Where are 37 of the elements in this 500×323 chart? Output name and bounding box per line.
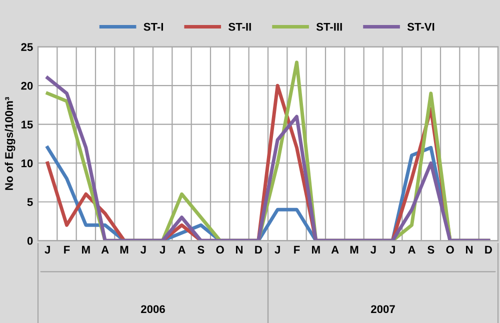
legend-label: ST-I: [144, 22, 163, 31]
x-tick-label: F: [294, 246, 300, 254]
x-tick-label: O: [446, 246, 454, 254]
x-tick-label: A: [101, 246, 109, 254]
x-tick-label: M: [120, 246, 128, 254]
x-tick-label: J: [160, 246, 165, 254]
legend-label: ST-III: [316, 22, 342, 31]
y-tick-label: 5: [27, 198, 33, 206]
y-tick-label: 0: [27, 236, 33, 245]
x-tick-label: J: [140, 246, 146, 254]
y-axis-title: No of Eggs/100m³: [4, 97, 16, 190]
x-tick-label: S: [428, 246, 434, 254]
x-tick-label: M: [82, 246, 90, 254]
x-tick-label: N: [466, 246, 473, 254]
y-tick-label: 15: [21, 120, 33, 128]
x-tick-label: A: [331, 246, 339, 254]
x-tick-label: A: [178, 246, 186, 254]
legend-label: ST-VI: [407, 22, 434, 31]
x-tick-label: F: [64, 246, 70, 254]
x-tick-label: J: [44, 246, 50, 254]
x-tick-label: J: [370, 246, 376, 254]
text: 2007: [371, 305, 395, 314]
x-tick-label: J: [274, 246, 280, 254]
x-tick-label: M: [312, 246, 320, 254]
x-tick-label: S: [198, 246, 204, 254]
x-tick-label: D: [255, 246, 262, 254]
legend-label: ST-II: [228, 22, 251, 31]
y-tick-label: 10: [21, 159, 33, 168]
y-tick-label: 25: [21, 43, 33, 51]
x-tick-label: O: [216, 246, 224, 254]
x-tick-label: J: [390, 246, 395, 254]
x-tick-label: D: [485, 246, 492, 254]
text: 2006: [141, 305, 165, 314]
x-tick-label: M: [350, 246, 358, 254]
x-tick-label: N: [236, 246, 243, 254]
x-tick-label: A: [408, 246, 416, 254]
y-tick-label: 20: [21, 82, 33, 90]
